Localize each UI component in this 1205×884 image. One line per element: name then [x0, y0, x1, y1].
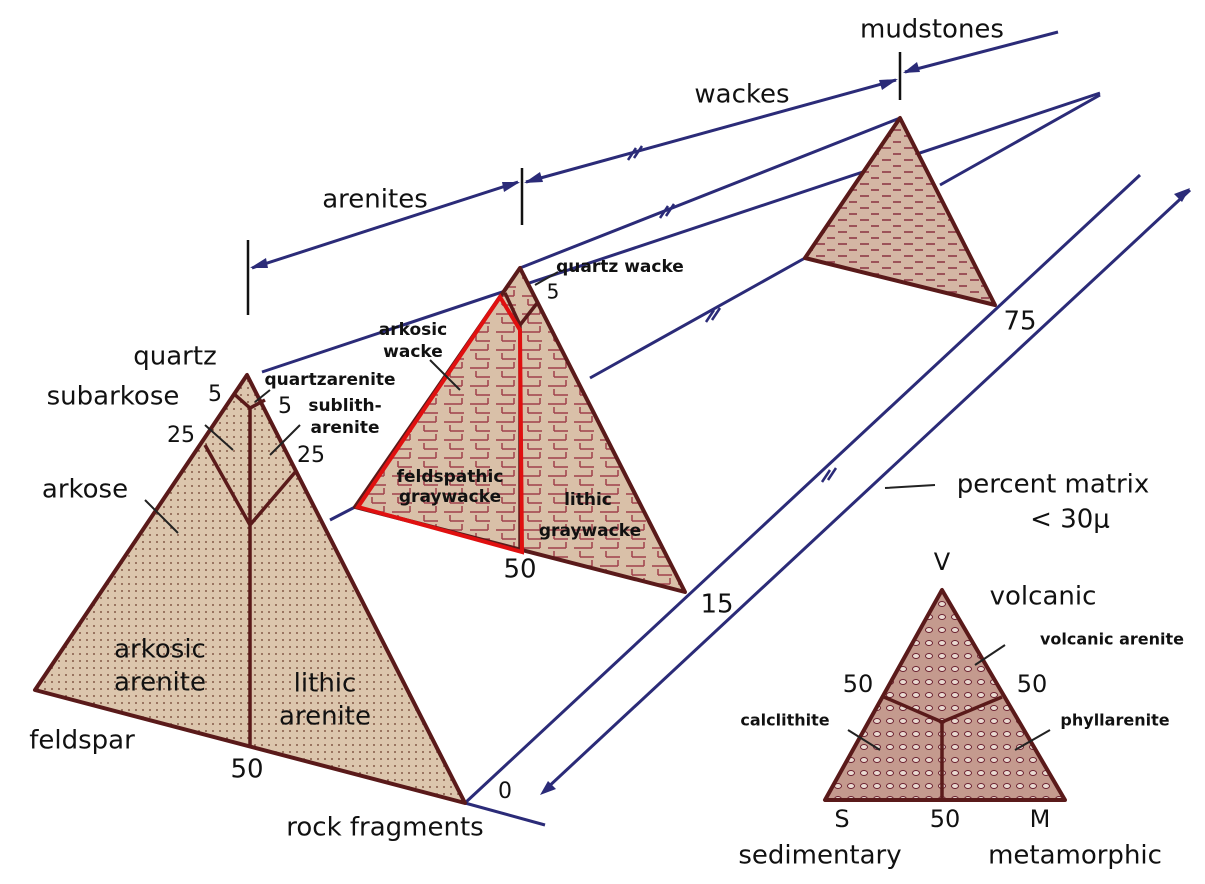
label: 50 [1017, 670, 1048, 698]
label: 5 [208, 382, 222, 407]
label: 15 [700, 590, 733, 620]
label: feldspar [29, 726, 135, 756]
mudstone-triangle [803, 116, 997, 307]
label: sedimentary [738, 841, 901, 871]
label: 25 [167, 423, 195, 448]
label: subarkose [47, 382, 180, 412]
label: arenites [322, 185, 428, 215]
label: arkose [42, 475, 128, 505]
label: calclithite [740, 711, 829, 730]
label: 50 [230, 755, 263, 785]
label: wackes [694, 80, 789, 110]
label: 0 [498, 779, 512, 804]
arenite-triangle [33, 373, 467, 805]
label: quartz wacke [556, 257, 684, 277]
label: arenite [279, 702, 371, 732]
label: mudstones [860, 15, 1004, 45]
label: volcanic arenite [1040, 630, 1184, 649]
label: < 30μ [1030, 505, 1110, 535]
provenance-triangle [823, 588, 1067, 802]
connectors [246, 30, 1192, 827]
label: 50 [843, 670, 874, 698]
label: 75 [1003, 307, 1036, 337]
label: arenite [311, 418, 380, 438]
leader-lines [144, 271, 1051, 751]
label: phyllarenite [1060, 711, 1169, 730]
label: quartzarenite [264, 370, 395, 390]
label: graywacke [539, 521, 641, 541]
label: volcanic [990, 582, 1097, 612]
label: arkosic [379, 320, 447, 340]
label: S [834, 805, 849, 833]
label: quartz [133, 342, 216, 372]
label: arenite [114, 668, 206, 698]
label: rock fragments [286, 813, 483, 843]
label: metamorphic [988, 841, 1162, 871]
label: M [1030, 805, 1051, 833]
label: wacke [383, 342, 443, 362]
label: sublith- [308, 396, 381, 416]
label: 25 [297, 443, 325, 468]
label: lithic [294, 669, 357, 699]
label: 50 [503, 555, 536, 585]
label: feldspathic [397, 467, 504, 487]
label: arkosic [114, 635, 206, 665]
label: lithic [564, 490, 612, 510]
wacke-triangle [353, 266, 687, 594]
label: V [934, 548, 951, 576]
label: 50 [930, 805, 961, 833]
label: percent matrix [957, 470, 1150, 500]
label: graywacke [399, 487, 501, 507]
label: 5 [547, 280, 560, 304]
label: 5 [278, 394, 292, 419]
